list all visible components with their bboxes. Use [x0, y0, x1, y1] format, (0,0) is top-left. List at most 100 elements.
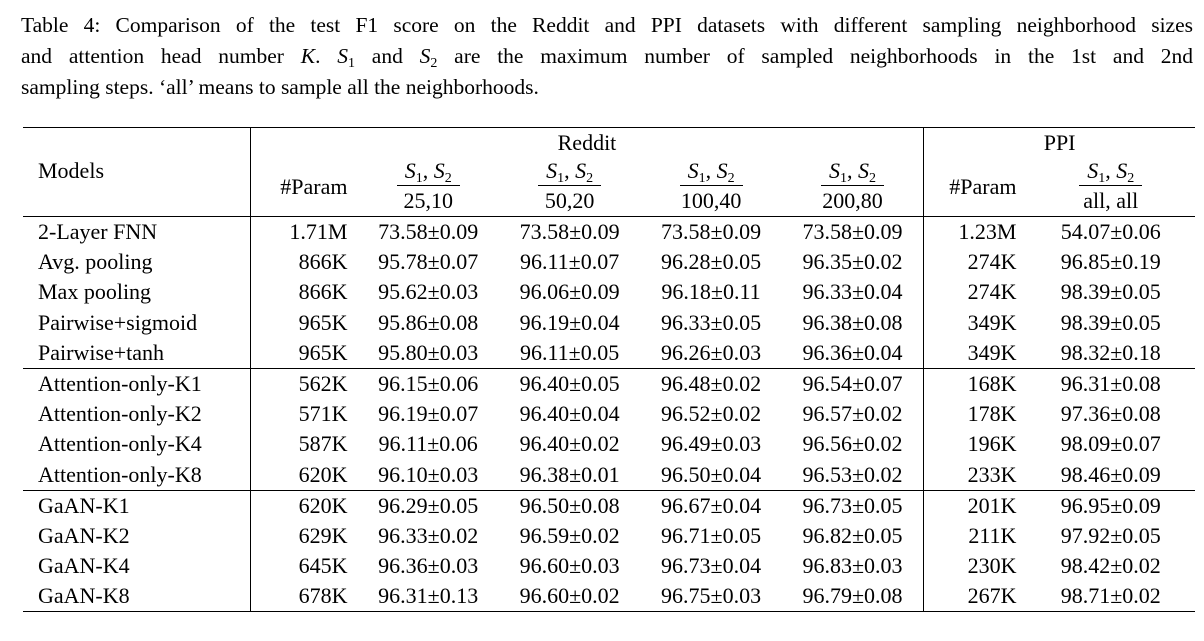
math-sub: 2: [586, 171, 594, 186]
reddit-score-cell: 95.62±0.03: [378, 279, 479, 305]
math-sub: 1: [840, 171, 847, 186]
table-row: 2-Layer FNN 1.71M 73.58±0.09 73.58±0.09 73.5…: [23, 216, 1195, 248]
ppi-score-cell: 96.31±0.08: [1026, 367, 1195, 400]
reddit-score-cell: 96.53±0.02: [802, 461, 903, 487]
model-name-cell: GaAN-K2: [38, 522, 130, 548]
reddit-score-cell: 96.50±0.08: [498, 489, 641, 521]
model-name-cell: Attention-only-K8: [38, 461, 202, 487]
math-S: S: [575, 158, 587, 183]
reddit-score-cell: 96.33±0.05: [661, 309, 762, 335]
model-name-cell: GaAN-K8: [23, 581, 251, 613]
caption-line-1: Table 4: Comparison of the test F1 score…: [21, 13, 1193, 37]
ppi-score-cell: 98.42±0.02: [1060, 553, 1161, 579]
reddit-score-cell: 96.73±0.04: [661, 553, 762, 579]
reddit-score-cell: 96.28±0.05: [661, 249, 762, 275]
reddit-param-cell: 620K: [249, 489, 358, 521]
ppi-param-cell: 274K: [923, 247, 1027, 278]
ppi-score-cell: 54.07±0.06: [1026, 216, 1195, 248]
reddit-header: Reddit: [249, 127, 924, 158]
ppi-score-cell: 96.85±0.19: [1060, 249, 1161, 275]
reddit-score-cell: 96.79±0.08: [781, 581, 924, 613]
ppi-param-cell: 267K: [923, 581, 1027, 613]
reddit-score-cell: 96.29±0.05: [357, 489, 499, 521]
reddit-score-cell: 96.11±0.06: [378, 431, 478, 457]
reddit-score-cell: 73.58±0.09: [640, 216, 782, 248]
table-row: Avg. pooling 866K 95.78±0.07 96.11±0.07 96.2…: [23, 247, 1195, 278]
caption-text: .: [315, 44, 338, 68]
reddit-score-cell: 96.67±0.04: [640, 489, 782, 521]
reddit-score-cell: 96.52±0.02: [661, 401, 762, 427]
reddit-param-cell: 866K: [249, 277, 358, 308]
math-S: S: [546, 158, 558, 183]
reddit-score-cell: 95.80±0.03: [378, 339, 479, 365]
math-S: S: [716, 158, 728, 183]
reddit-param-cell: 571K: [249, 399, 358, 430]
reddit-setting: 200,80: [822, 188, 883, 213]
math-sub: 1: [347, 56, 355, 71]
model-name-cell: GaAN-K4: [38, 553, 130, 579]
caption-line-3: sampling steps. ‘all’ means to sample al…: [21, 75, 539, 99]
math-sub: 2: [727, 171, 735, 186]
reddit-score-cell: 96.11±0.05: [519, 339, 620, 365]
models-header: Models: [38, 158, 104, 183]
reddit-param-cell: 965K: [249, 337, 358, 369]
table-row: Attention-only-K2 571K 96.19±0.07 96.40±0.0…: [23, 399, 1195, 430]
table-row: Attention-only-K4 587K 96.11±0.06 96.40±0.0…: [23, 429, 1195, 460]
caption-text: and: [354, 44, 420, 68]
ppi-score-cell: 98.71±0.02: [1026, 581, 1195, 613]
math-S: S: [433, 158, 445, 183]
reddit-score-cell: 96.38±0.01: [519, 461, 620, 487]
math-sub: 1: [698, 171, 706, 186]
s-header: S1, S2: [640, 158, 781, 186]
reddit-score-cell: 73.58±0.09: [781, 216, 924, 248]
reddit-param-cell: 587K: [249, 429, 358, 460]
reddit-param-cell: 678K: [249, 581, 358, 613]
ppi-score-cell: 98.32±0.18: [1060, 339, 1161, 365]
reddit-score-cell: 96.15±0.06: [357, 367, 499, 400]
reddit-score-cell: 96.06±0.09: [519, 279, 620, 305]
reddit-param-cell: 645K: [249, 551, 358, 582]
s-header: S1, S2: [499, 158, 640, 186]
reddit-score-cell: 96.60±0.02: [498, 581, 641, 613]
ppi-score-cell: 97.92±0.05: [1060, 522, 1161, 548]
table-row: GaAN-K2 629K 96.33±0.02 96.59±0.02 96.71±0.0…: [23, 520, 1195, 552]
reddit-score-cell: 73.58±0.09: [357, 216, 499, 248]
ppi-score-cell: 96.95±0.09: [1026, 489, 1195, 521]
reddit-score-cell: 96.40±0.04: [519, 401, 620, 427]
reddit-score-cell: 73.58±0.09: [498, 216, 641, 248]
ppi-param-cell: 201K: [923, 489, 1027, 521]
model-name-cell: Attention-only-K2: [38, 401, 202, 427]
results-table: Reddit PPI Models #Param S1, S2 S1, S2 S…: [23, 127, 1195, 613]
table-caption: Table 4: Comparison of the test F1 score…: [21, 10, 1193, 103]
ppi-param-cell: 349K: [923, 337, 1027, 369]
math-sub: 2: [430, 56, 438, 71]
ppi-param-cell: 196K: [923, 429, 1027, 460]
table-row: Max pooling 866K 95.62±0.03 96.06±0.09 96.18…: [23, 277, 1195, 308]
table-row: Pairwise+tanh 965K 95.80±0.03 96.11±0.05 96.…: [23, 337, 1195, 369]
table-row: GaAN-K8 678K 96.31±0.13 96.60±0.02 96.75±0.0…: [23, 581, 1195, 613]
reddit-param-cell: 620K: [249, 459, 358, 491]
reddit-score-cell: 96.10±0.03: [378, 461, 479, 487]
ppi-score-cell: 97.36±0.08: [1060, 401, 1161, 427]
model-name-cell: Max pooling: [38, 279, 152, 305]
ppi-param-cell: 1.23M: [923, 216, 1027, 248]
reddit-score-cell: 96.54±0.07: [781, 367, 924, 400]
math-S: S: [687, 158, 699, 183]
reddit-score-cell: 96.83±0.03: [802, 553, 903, 579]
reddit-score-cell: 96.73±0.05: [781, 489, 924, 521]
math-S: S: [1087, 158, 1099, 183]
ppi-header: PPI: [923, 127, 1195, 158]
math-sub: 1: [557, 171, 565, 186]
math-sub: 2: [444, 171, 452, 186]
model-name-cell: Attention-only-K1: [23, 367, 251, 400]
math-S: S: [829, 158, 840, 183]
math-S: S: [419, 44, 431, 68]
ppi-score-cell: 98.09±0.07: [1060, 431, 1161, 457]
table-row: GaAN-K4 645K 96.36±0.03 96.60±0.03 96.73±0.0…: [23, 551, 1195, 582]
reddit-score-cell: 95.86±0.08: [378, 309, 479, 335]
reddit-score-cell: 96.18±0.11: [661, 279, 761, 305]
ppi-param-cell: 230K: [923, 551, 1027, 582]
reddit-setting: 25,10: [403, 188, 453, 213]
model-name-cell: Pairwise+tanh: [38, 339, 165, 365]
reddit-setting: 50,20: [544, 188, 595, 213]
